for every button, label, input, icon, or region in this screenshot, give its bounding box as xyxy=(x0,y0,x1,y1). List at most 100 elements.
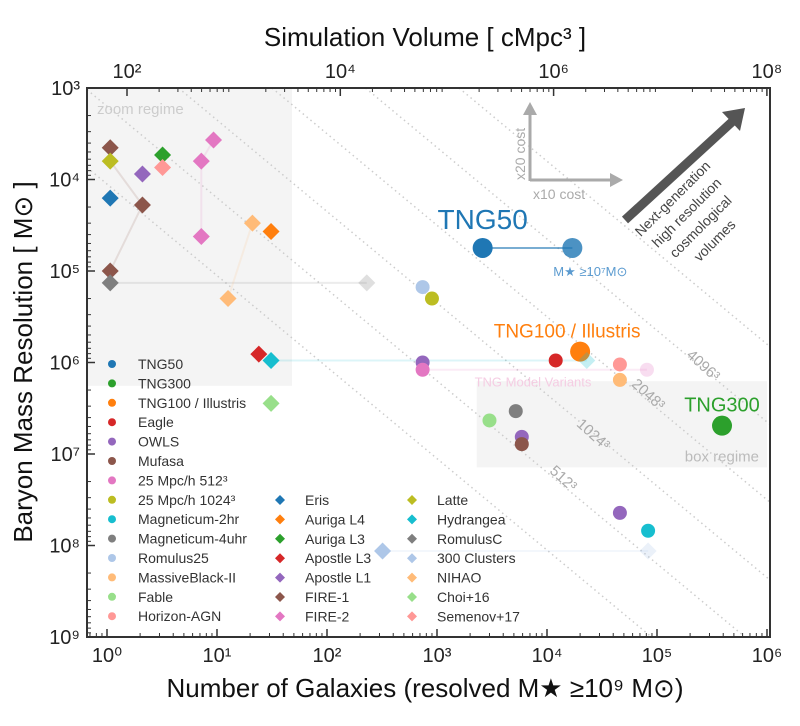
data-point-tng50 xyxy=(472,237,493,258)
legend-entry: 300 Clusters xyxy=(437,550,516,566)
connector-line xyxy=(109,204,144,272)
cost-y-label: x20 cost xyxy=(512,128,528,180)
arrowhead-icon xyxy=(610,173,623,187)
legend-entry: Auriga L4 xyxy=(305,511,365,527)
legend-entry: RomulusC xyxy=(437,531,502,547)
legend-entry: Auriga L3 xyxy=(305,531,365,547)
regime-label: box regime xyxy=(685,448,759,465)
legend-marker-diamond-icon xyxy=(407,553,417,564)
legend-entry: Magneticum-2hr xyxy=(138,511,239,527)
data-point-25-mpc-h-512- xyxy=(639,362,654,377)
data-point-fire-2 xyxy=(192,152,210,170)
legend-marker-circle-icon xyxy=(108,573,116,582)
legend-entry: Horizon-AGN xyxy=(138,608,221,624)
legend-entry: TNG300 xyxy=(138,375,191,391)
legend-marker-circle-icon xyxy=(108,612,116,621)
legend-marker-circle-icon xyxy=(108,495,116,504)
data-point-latte xyxy=(101,152,119,170)
data-point-choi-16 xyxy=(262,394,280,412)
data-point-massiveblack-ii xyxy=(612,372,627,387)
legend-marker-diamond-icon xyxy=(407,572,417,583)
data-point-25-mpc-h-512- xyxy=(415,362,430,377)
legend-marker-diamond-icon xyxy=(407,495,417,505)
top-axis-label: Simulation Volume [ cMpc³ ] xyxy=(264,22,586,52)
data-point-nihao xyxy=(219,290,237,308)
legend-marker-circle-icon xyxy=(108,515,116,524)
connector-line xyxy=(227,222,254,299)
data-point-eris xyxy=(101,189,119,207)
tng300-label: TNG300 xyxy=(684,395,760,417)
legend-entry: 25 Mpc/h 512³ xyxy=(138,472,228,488)
constant-particle-line xyxy=(178,88,770,581)
top-tick-label: 10⁴ xyxy=(325,61,356,83)
legend-marker-diamond-icon xyxy=(407,514,417,525)
regime-label: zoom regime xyxy=(97,101,184,118)
legend-entry: MassiveBlack-II xyxy=(138,569,236,585)
legend-entry: Latte xyxy=(437,492,468,508)
legend-entry: Fable xyxy=(138,589,173,605)
legend-entry: Romulus25 xyxy=(138,550,209,566)
y-tick-label: 10³ xyxy=(51,78,80,100)
legend-entry: Apostle L3 xyxy=(305,550,371,566)
data-point-fire-2 xyxy=(192,228,210,246)
legend-entry: Hydrangea xyxy=(437,511,506,527)
data-point-auriga-l4 xyxy=(262,222,280,240)
regime-region xyxy=(87,88,292,386)
data-point-tng100-illustris xyxy=(570,341,591,362)
x-tick-label: 10⁴ xyxy=(532,645,563,667)
legend-marker-circle-icon xyxy=(108,398,116,407)
legend-entry: NIHAO xyxy=(437,570,481,586)
data-point-300-clusters xyxy=(639,542,657,560)
legend-entry: Choi+16 xyxy=(437,589,490,605)
legend-entry: Eagle xyxy=(138,414,174,430)
legend-entry: Semenov+17 xyxy=(437,608,520,624)
tng50-sub-label: M★ ≥10⁷M⊙ xyxy=(553,264,627,279)
y-axis-label: Baryon Mass Resolution [ M⊙ ] xyxy=(8,181,38,542)
legend-marker-circle-icon xyxy=(108,437,116,446)
legend-marker-circle-icon xyxy=(108,457,116,465)
y-tick-label: 10⁷ xyxy=(51,444,80,466)
x-tick-label: 10³ xyxy=(423,645,452,667)
legend-entry: TNG100 / Illustris xyxy=(138,395,246,411)
legend-marker-circle-icon xyxy=(108,379,116,388)
data-point-magneticum-4uhr xyxy=(508,404,523,419)
legend-marker-circle-icon xyxy=(108,554,116,562)
x-tick-label: 10¹ xyxy=(203,645,232,667)
data-point-owls xyxy=(612,505,627,520)
next-gen-arrow xyxy=(621,117,737,224)
arrowhead-icon xyxy=(722,108,745,131)
legend-marker-diamond-icon xyxy=(275,514,285,525)
legend-entry: Eris xyxy=(305,492,329,508)
cost-x-label: x10 cost xyxy=(533,186,585,202)
x-tick-label: 10⁵ xyxy=(642,645,673,667)
data-point-apostle-l1 xyxy=(133,165,151,183)
top-tick-label: 10² xyxy=(113,61,142,83)
legend-entry: OWLS xyxy=(138,434,179,450)
data-point-tng50 xyxy=(562,237,583,258)
data-point-fable xyxy=(482,413,497,428)
tng100-label: TNG100 / Illustris xyxy=(494,322,641,343)
tng50-label: TNG50 xyxy=(438,204,528,235)
legend-marker-circle-icon xyxy=(108,360,116,368)
data-point-eagle xyxy=(548,353,563,368)
particle-line-label: 4096³ xyxy=(683,347,723,385)
data-point-semenov-17 xyxy=(154,159,172,177)
data-point-magneticum-2hr xyxy=(641,523,656,538)
legend-entry: 25 Mpc/h 1024³ xyxy=(138,492,236,508)
arrowhead-icon xyxy=(523,102,537,115)
legend-marker-diamond-icon xyxy=(407,592,417,602)
legend-marker-diamond-icon xyxy=(275,533,285,544)
next-gen-label: Next-generationhigh resolutioncosmologic… xyxy=(632,158,756,282)
legend-entry: Mufasa xyxy=(138,453,184,469)
x-tick-label: 10⁰ xyxy=(92,645,122,667)
x-axis-label: Number of Galaxies (resolved M★ ≥10⁹ M⊙) xyxy=(167,673,684,703)
legend-marker-diamond-icon xyxy=(275,592,285,602)
y-tick-label: 10⁸ xyxy=(49,536,80,558)
legend-marker-circle-icon xyxy=(108,418,116,427)
legend-marker-diamond-icon xyxy=(275,553,285,564)
legend-marker-diamond-icon xyxy=(275,495,285,505)
y-tick-label: 10⁹ xyxy=(49,627,80,649)
top-tick-label: 10⁸ xyxy=(752,61,783,83)
data-point-romulusc xyxy=(101,274,119,292)
data-point-25-mpc-h-1024- xyxy=(424,291,439,306)
